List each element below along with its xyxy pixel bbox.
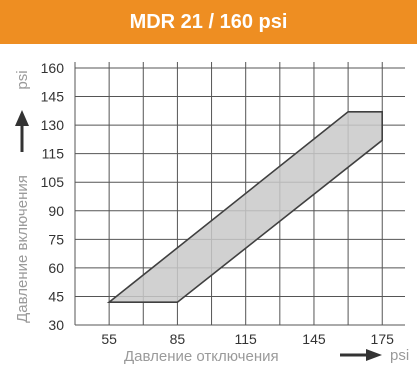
chart-title: MDR 21 / 160 psi	[129, 10, 288, 33]
y-axis-arrowhead	[15, 110, 29, 126]
y-tick-labels: 30 45 60 75 90 105 115 130 145 160	[41, 60, 65, 333]
x-tick-label: 175	[371, 331, 395, 347]
x-tick-label: 55	[101, 331, 117, 347]
x-axis-arrowhead	[366, 349, 382, 361]
y-axis-label: Давление включения	[14, 175, 31, 323]
chart-title-banner: MDR 21 / 160 psi	[0, 0, 417, 44]
x-tick-label: 145	[302, 331, 326, 347]
y-tick-label: 145	[41, 89, 65, 105]
y-axis-unit: psi	[14, 70, 31, 89]
x-axis-unit: psi	[390, 347, 409, 364]
y-tick-label: 60	[48, 260, 64, 276]
y-tick-label: 160	[41, 60, 65, 76]
x-tick-label: 85	[170, 331, 186, 347]
y-tick-label: 115	[42, 146, 65, 162]
x-axis-label: Давление отключения	[124, 348, 279, 365]
y-tick-label: 105	[41, 174, 65, 190]
y-tick-label: 130	[41, 117, 65, 133]
x-tick-labels: 55 85 115 145 175	[101, 331, 394, 347]
y-tick-label: 45	[48, 288, 64, 304]
grid	[74, 62, 405, 326]
x-tick-label: 115	[235, 331, 258, 347]
y-tick-label: 75	[48, 231, 64, 247]
y-tick-label: 30	[48, 317, 64, 333]
operating-range-area	[106, 111, 384, 304]
y-tick-label: 90	[48, 203, 64, 219]
plot-series	[106, 111, 384, 304]
